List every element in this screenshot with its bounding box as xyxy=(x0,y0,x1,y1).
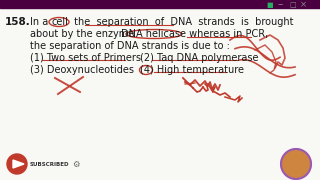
Bar xyxy=(0,0,320,8)
Text: ■: ■ xyxy=(266,2,273,8)
Text: (2) Taq DNA polymerase: (2) Taq DNA polymerase xyxy=(140,53,259,63)
Text: ×: × xyxy=(300,1,307,10)
Text: 158.: 158. xyxy=(5,17,31,27)
Polygon shape xyxy=(13,160,24,168)
Text: cell: cell xyxy=(52,17,69,27)
Text: (4) High temperature: (4) High temperature xyxy=(140,65,244,75)
Circle shape xyxy=(282,150,310,178)
Circle shape xyxy=(7,154,27,174)
Text: (1) Two sets of Primers: (1) Two sets of Primers xyxy=(30,53,141,63)
Text: whereas in PCR,: whereas in PCR, xyxy=(186,29,268,39)
Text: the separation of DNA strands is due to :: the separation of DNA strands is due to … xyxy=(30,41,230,51)
Text: ‒: ‒ xyxy=(278,1,284,10)
Text: (3) Deoxynucleotides: (3) Deoxynucleotides xyxy=(30,65,134,75)
Text: ⚙: ⚙ xyxy=(72,159,79,168)
Text: DNA helicase: DNA helicase xyxy=(121,29,186,39)
Text: □: □ xyxy=(289,2,296,8)
Text: SUBSCRIBED: SUBSCRIBED xyxy=(30,161,69,166)
Text: the  separation  of  DNA  strands  is  brought: the separation of DNA strands is brought xyxy=(71,17,293,27)
Circle shape xyxy=(281,149,311,179)
Text: about by the enzyme: about by the enzyme xyxy=(30,29,137,39)
Text: In a: In a xyxy=(30,17,52,27)
